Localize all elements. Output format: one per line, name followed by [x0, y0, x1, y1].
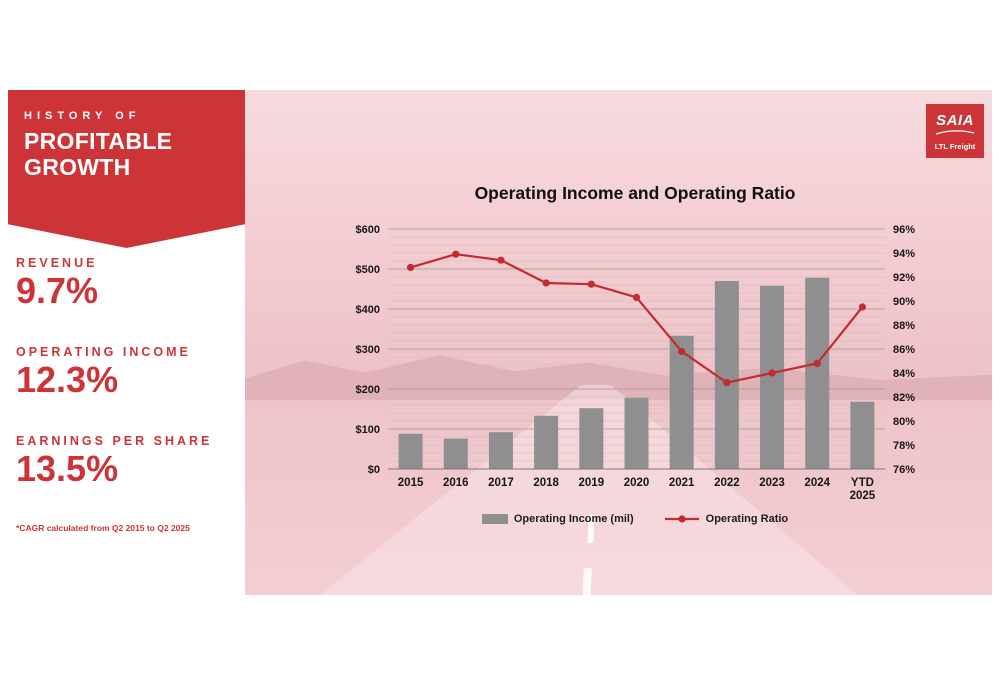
stat-revenue-label: REVENUE: [16, 256, 98, 270]
category-label: 2020: [624, 477, 650, 489]
operating-income-ratio-chart: Operating Income and Operating Ratio $0 $…: [330, 183, 940, 525]
ratio-point-2022: [723, 379, 731, 387]
logo-swoosh-icon: [935, 130, 975, 135]
stat-operating-income: OPERATING INCOME 12.3%: [16, 345, 241, 400]
bar-YTD 2025: [850, 401, 875, 469]
chart-legend: Operating Income (mil) Operating Ratio: [330, 513, 940, 525]
ratio-point-2015: [406, 263, 415, 271]
left-axis-label: $400: [356, 304, 380, 316]
stat-operating-income-value: 12.3%: [16, 358, 119, 400]
right-axis-label: 88%: [893, 320, 915, 332]
legend-bar-swatch-icon: [481, 514, 508, 524]
right-axis-label: 82%: [893, 392, 915, 404]
right-axis-label: 94%: [893, 248, 915, 260]
left-axis-label: $0: [368, 464, 380, 476]
road-dash: [582, 568, 592, 595]
legend-operating-ratio: Operating Ratio: [664, 513, 789, 525]
legend-operating-income: Operating Income (mil): [481, 513, 634, 525]
legend-operating-income-label: Operating Income (mil): [513, 513, 634, 525]
right-axis-label: 76%: [893, 464, 915, 476]
right-axis-label: 86%: [893, 344, 915, 356]
bar-2016: [443, 438, 468, 469]
chart-title: Operating Income and Operating Ratio: [474, 183, 796, 203]
ratio-point-2023: [768, 369, 776, 377]
ratio-point-2016: [452, 250, 460, 258]
combo-chart-plot: $0 $100 $200 $300 $400 $500 $600 76% 78% 80% 82% 84…: [356, 224, 916, 502]
category-label: 2016: [443, 477, 469, 489]
saia-logo: SAIA LTL Freight: [926, 104, 984, 158]
ratio-point-2017: [497, 256, 505, 264]
bar-2018: [534, 415, 559, 469]
left-axis-label: $200: [356, 384, 380, 396]
right-axis-label: 78%: [893, 440, 915, 452]
legend-line-swatch-icon: [664, 515, 699, 523]
stat-revenue-value: 9.7%: [16, 270, 99, 311]
stat-earnings-per-share: EARNINGS PER SHARE 13.5%: [16, 434, 241, 489]
bar-2015: [398, 433, 423, 469]
bar-2020: [624, 397, 649, 469]
category-label: 2023: [759, 477, 785, 489]
ratio-point-2024: [813, 359, 821, 367]
ratio-point-2021: [678, 347, 686, 355]
right-axis-label: 80%: [893, 416, 915, 428]
category-label: 2018: [533, 477, 559, 489]
left-axis-label: $600: [356, 224, 380, 236]
bar-2023: [760, 285, 785, 469]
category-label: 2022: [714, 477, 740, 489]
slide: HISTORY OF PROFITABLE GROWTH REVENUE 9.7…: [0, 90, 1000, 595]
banner-profitable-growth: HISTORY OF PROFITABLE GROWTH: [8, 90, 245, 248]
ratio-point-2019: [587, 280, 595, 288]
right-axis-label: 84%: [893, 368, 915, 380]
growth-stats: REVENUE 9.7% OPERATING INCOME 12.3% EARN…: [16, 256, 241, 533]
stat-earnings-per-share-label: EARNINGS PER SHARE: [16, 433, 213, 448]
legend-operating-ratio-label: Operating Ratio: [705, 513, 789, 525]
ratio-line: [410, 253, 864, 384]
bar-2021: [669, 335, 694, 469]
right-axis-label: 92%: [893, 272, 915, 284]
cagr-footnote: *CAGR calculated from Q2 2015 to Q2 2025: [16, 522, 190, 533]
background-photo: SAIA LTL Freight Operating Income and Op…: [245, 90, 992, 595]
bar-2024: [805, 277, 830, 469]
saia-logo-tagline: LTL Freight: [934, 142, 976, 151]
category-label: 2019: [579, 477, 605, 489]
category-label: 2021: [669, 477, 695, 489]
bar-2019: [579, 408, 604, 469]
stat-earnings-per-share-value: 13.5%: [16, 447, 119, 489]
bar-2017: [488, 432, 513, 469]
ratio-point-2020: [632, 293, 641, 301]
category-label: 2017: [488, 477, 514, 489]
right-axis-label: 96%: [893, 224, 915, 236]
category-label: YTD 2025: [850, 477, 876, 502]
banner-title-line2: GROWTH: [24, 153, 131, 180]
left-axis-label: $500: [356, 264, 380, 276]
right-axis-label: 90%: [893, 296, 915, 308]
left-axis-label: $300: [356, 344, 380, 356]
banner-eyebrow: HISTORY OF: [24, 110, 141, 122]
bar-2022: [714, 281, 739, 469]
category-label: 2015: [398, 477, 424, 489]
left-axis-label: $100: [356, 424, 380, 436]
stat-revenue: REVENUE 9.7%: [16, 256, 241, 311]
category-label: 2024: [804, 477, 830, 489]
banner-title-line1: PROFITABLE: [24, 128, 173, 154]
saia-logo-brand: SAIA: [936, 112, 974, 129]
ratio-point-YTD 2025: [858, 303, 867, 311]
stat-operating-income-label: OPERATING INCOME: [16, 344, 191, 359]
ratio-point-2018: [542, 279, 550, 287]
